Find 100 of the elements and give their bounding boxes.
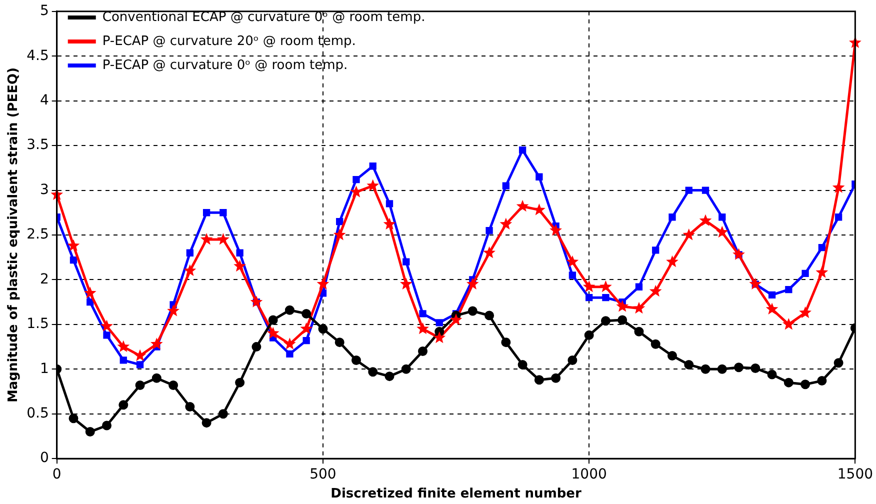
point <box>502 182 510 190</box>
point <box>568 272 576 279</box>
y-tick-label: 2 <box>40 271 49 288</box>
point <box>433 331 446 344</box>
point <box>536 173 543 180</box>
point <box>768 291 776 299</box>
point <box>302 308 312 318</box>
x-axis-title: Discretized finite element number <box>330 486 582 502</box>
point <box>668 214 676 221</box>
point <box>286 350 294 358</box>
point <box>368 367 378 377</box>
point <box>383 218 396 230</box>
y-tick-label: 2.5 <box>26 226 49 243</box>
point <box>333 228 346 240</box>
point <box>150 338 163 350</box>
point <box>635 283 643 290</box>
point <box>334 338 344 348</box>
point <box>167 304 180 316</box>
point <box>667 350 677 360</box>
point <box>551 373 561 383</box>
point <box>202 209 210 216</box>
point <box>486 226 493 234</box>
point <box>186 249 194 256</box>
point <box>117 340 130 352</box>
legend-label: P-ECAP @ curvature 20ᵒ @ room temp. <box>102 34 356 49</box>
point <box>602 294 610 302</box>
y-tick-label: 1.5 <box>26 316 49 332</box>
point <box>600 316 610 326</box>
point <box>468 306 478 316</box>
point <box>284 305 294 315</box>
point <box>134 349 146 362</box>
point <box>84 286 96 298</box>
point <box>618 315 628 325</box>
point <box>718 214 726 221</box>
point <box>802 270 809 278</box>
x-tick-label: 1500 <box>837 466 874 483</box>
point <box>650 339 660 349</box>
point <box>518 360 528 370</box>
point <box>86 298 94 306</box>
point <box>450 313 462 326</box>
point <box>252 342 262 352</box>
point <box>118 400 128 410</box>
point <box>236 249 244 256</box>
point <box>135 380 145 390</box>
point <box>784 378 794 388</box>
y-tick-label: 0 <box>40 450 49 466</box>
point <box>582 280 596 292</box>
point <box>568 355 578 365</box>
point <box>516 200 529 212</box>
point <box>234 260 246 272</box>
y-tick-label: 0.5 <box>26 406 49 422</box>
point <box>401 364 411 374</box>
y-tick-label: 5 <box>40 3 49 20</box>
x-tick-label: 500 <box>310 466 336 483</box>
point <box>466 278 479 290</box>
point <box>200 232 213 245</box>
point <box>68 414 78 424</box>
point <box>384 372 394 382</box>
point <box>85 427 95 437</box>
point <box>632 302 646 314</box>
y-tick-label: 1 <box>40 360 49 377</box>
point <box>218 409 228 419</box>
point <box>782 318 795 330</box>
point <box>316 278 330 290</box>
point <box>103 332 110 339</box>
y-tick-label: 4 <box>40 92 49 108</box>
point <box>699 214 712 226</box>
point <box>419 310 426 318</box>
point <box>799 306 812 318</box>
point <box>386 200 394 208</box>
point <box>120 356 127 364</box>
point <box>734 362 744 372</box>
point <box>717 364 727 374</box>
point <box>834 214 842 221</box>
y-axis-title: Magnitude of plastic equivalent strain (PEEQ) <box>6 67 22 403</box>
point <box>700 364 710 374</box>
x-tick-label: 1000 <box>571 466 607 483</box>
point <box>649 284 662 297</box>
point <box>318 324 328 334</box>
point <box>584 330 594 340</box>
point <box>550 224 562 236</box>
point <box>716 226 728 238</box>
point <box>501 338 511 348</box>
y-tick-label: 3 <box>40 182 49 198</box>
point <box>152 373 162 383</box>
point <box>484 310 494 320</box>
point <box>300 322 313 334</box>
point <box>70 256 78 264</box>
point <box>767 370 777 380</box>
point <box>818 244 826 252</box>
point <box>67 239 80 251</box>
point <box>634 326 644 336</box>
point <box>336 218 344 226</box>
point <box>418 346 428 356</box>
point <box>184 264 196 276</box>
point <box>518 146 526 154</box>
point <box>235 378 245 388</box>
point <box>500 218 512 230</box>
point <box>534 375 544 385</box>
point <box>616 300 629 312</box>
